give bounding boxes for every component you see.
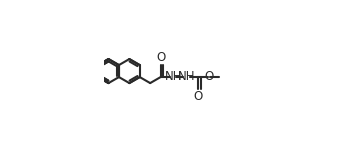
Text: O: O (194, 90, 203, 103)
Text: O: O (156, 51, 165, 64)
Text: O: O (204, 70, 213, 83)
Text: NH: NH (165, 70, 182, 83)
Text: NH: NH (178, 70, 195, 83)
